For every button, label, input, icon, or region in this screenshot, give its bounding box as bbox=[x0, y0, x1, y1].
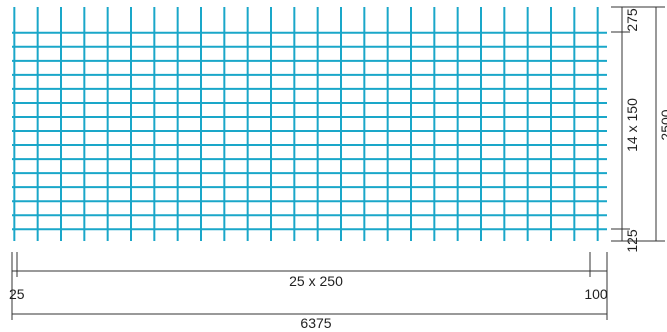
cross-bars bbox=[12, 31, 607, 231]
label-bottom-spacing: 25 x 250 bbox=[289, 273, 343, 289]
label-right-total: 2500 bbox=[658, 109, 667, 140]
label-right-top-overhang: 275 bbox=[624, 8, 640, 32]
dimension-lines bbox=[11, 6, 665, 320]
longitudinal-bars bbox=[13, 7, 599, 241]
label-bottom-total: 6375 bbox=[300, 315, 331, 331]
label-right-bottom-overhang: 125 bbox=[624, 229, 640, 253]
label-bottom-left-overhang: 25 bbox=[9, 286, 25, 302]
label-right-spacing: 14 x 150 bbox=[624, 98, 640, 152]
label-bottom-right-overhang: 100 bbox=[584, 286, 608, 302]
